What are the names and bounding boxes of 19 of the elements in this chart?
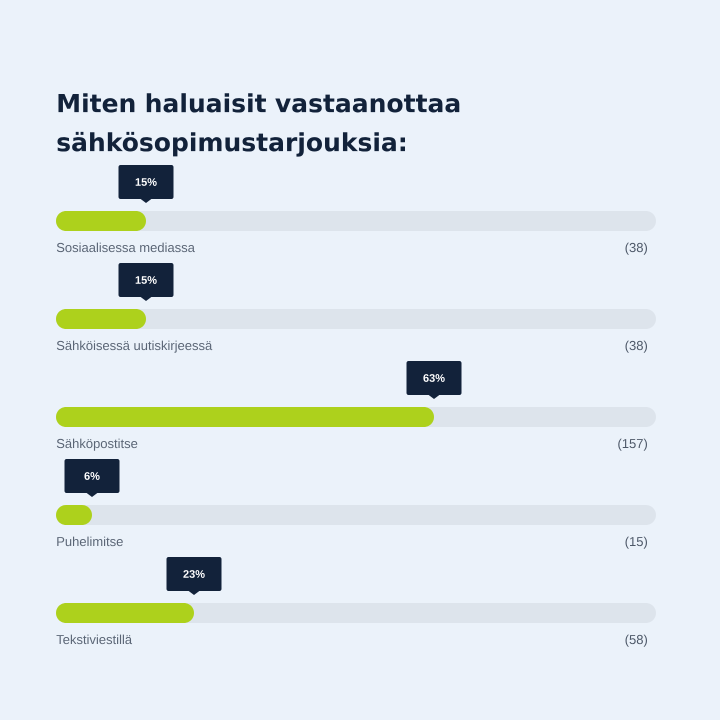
y-tick-label: Puhelimitse [57,536,123,546]
data-label: 15% [136,276,157,284]
annotation: (38) [625,242,648,255]
annotation: (157) [618,438,647,451]
chart-title: Miten haluaisit vastaanottaa sähkösopimustarjouksia: [58,93,460,157]
annotation: (58) [625,634,648,647]
y-tick-label: Sähköisessä uutiskirjeessä [56,340,212,353]
data-label: 15% [136,178,157,186]
annotation: (15) [625,536,648,549]
bar [56,309,146,330]
bar [56,211,146,232]
y-tick-label: Tekstiviestillä [56,634,132,644]
bar [56,603,194,624]
y-tick-label: Sähköpostitse [56,438,138,451]
data-label: 6% [84,472,100,480]
annotation: (38) [625,340,648,353]
data-label: 23% [183,570,205,578]
data-label: 63% [423,374,445,382]
y-tick-label: Sosiaalisessa mediassa [56,242,195,252]
